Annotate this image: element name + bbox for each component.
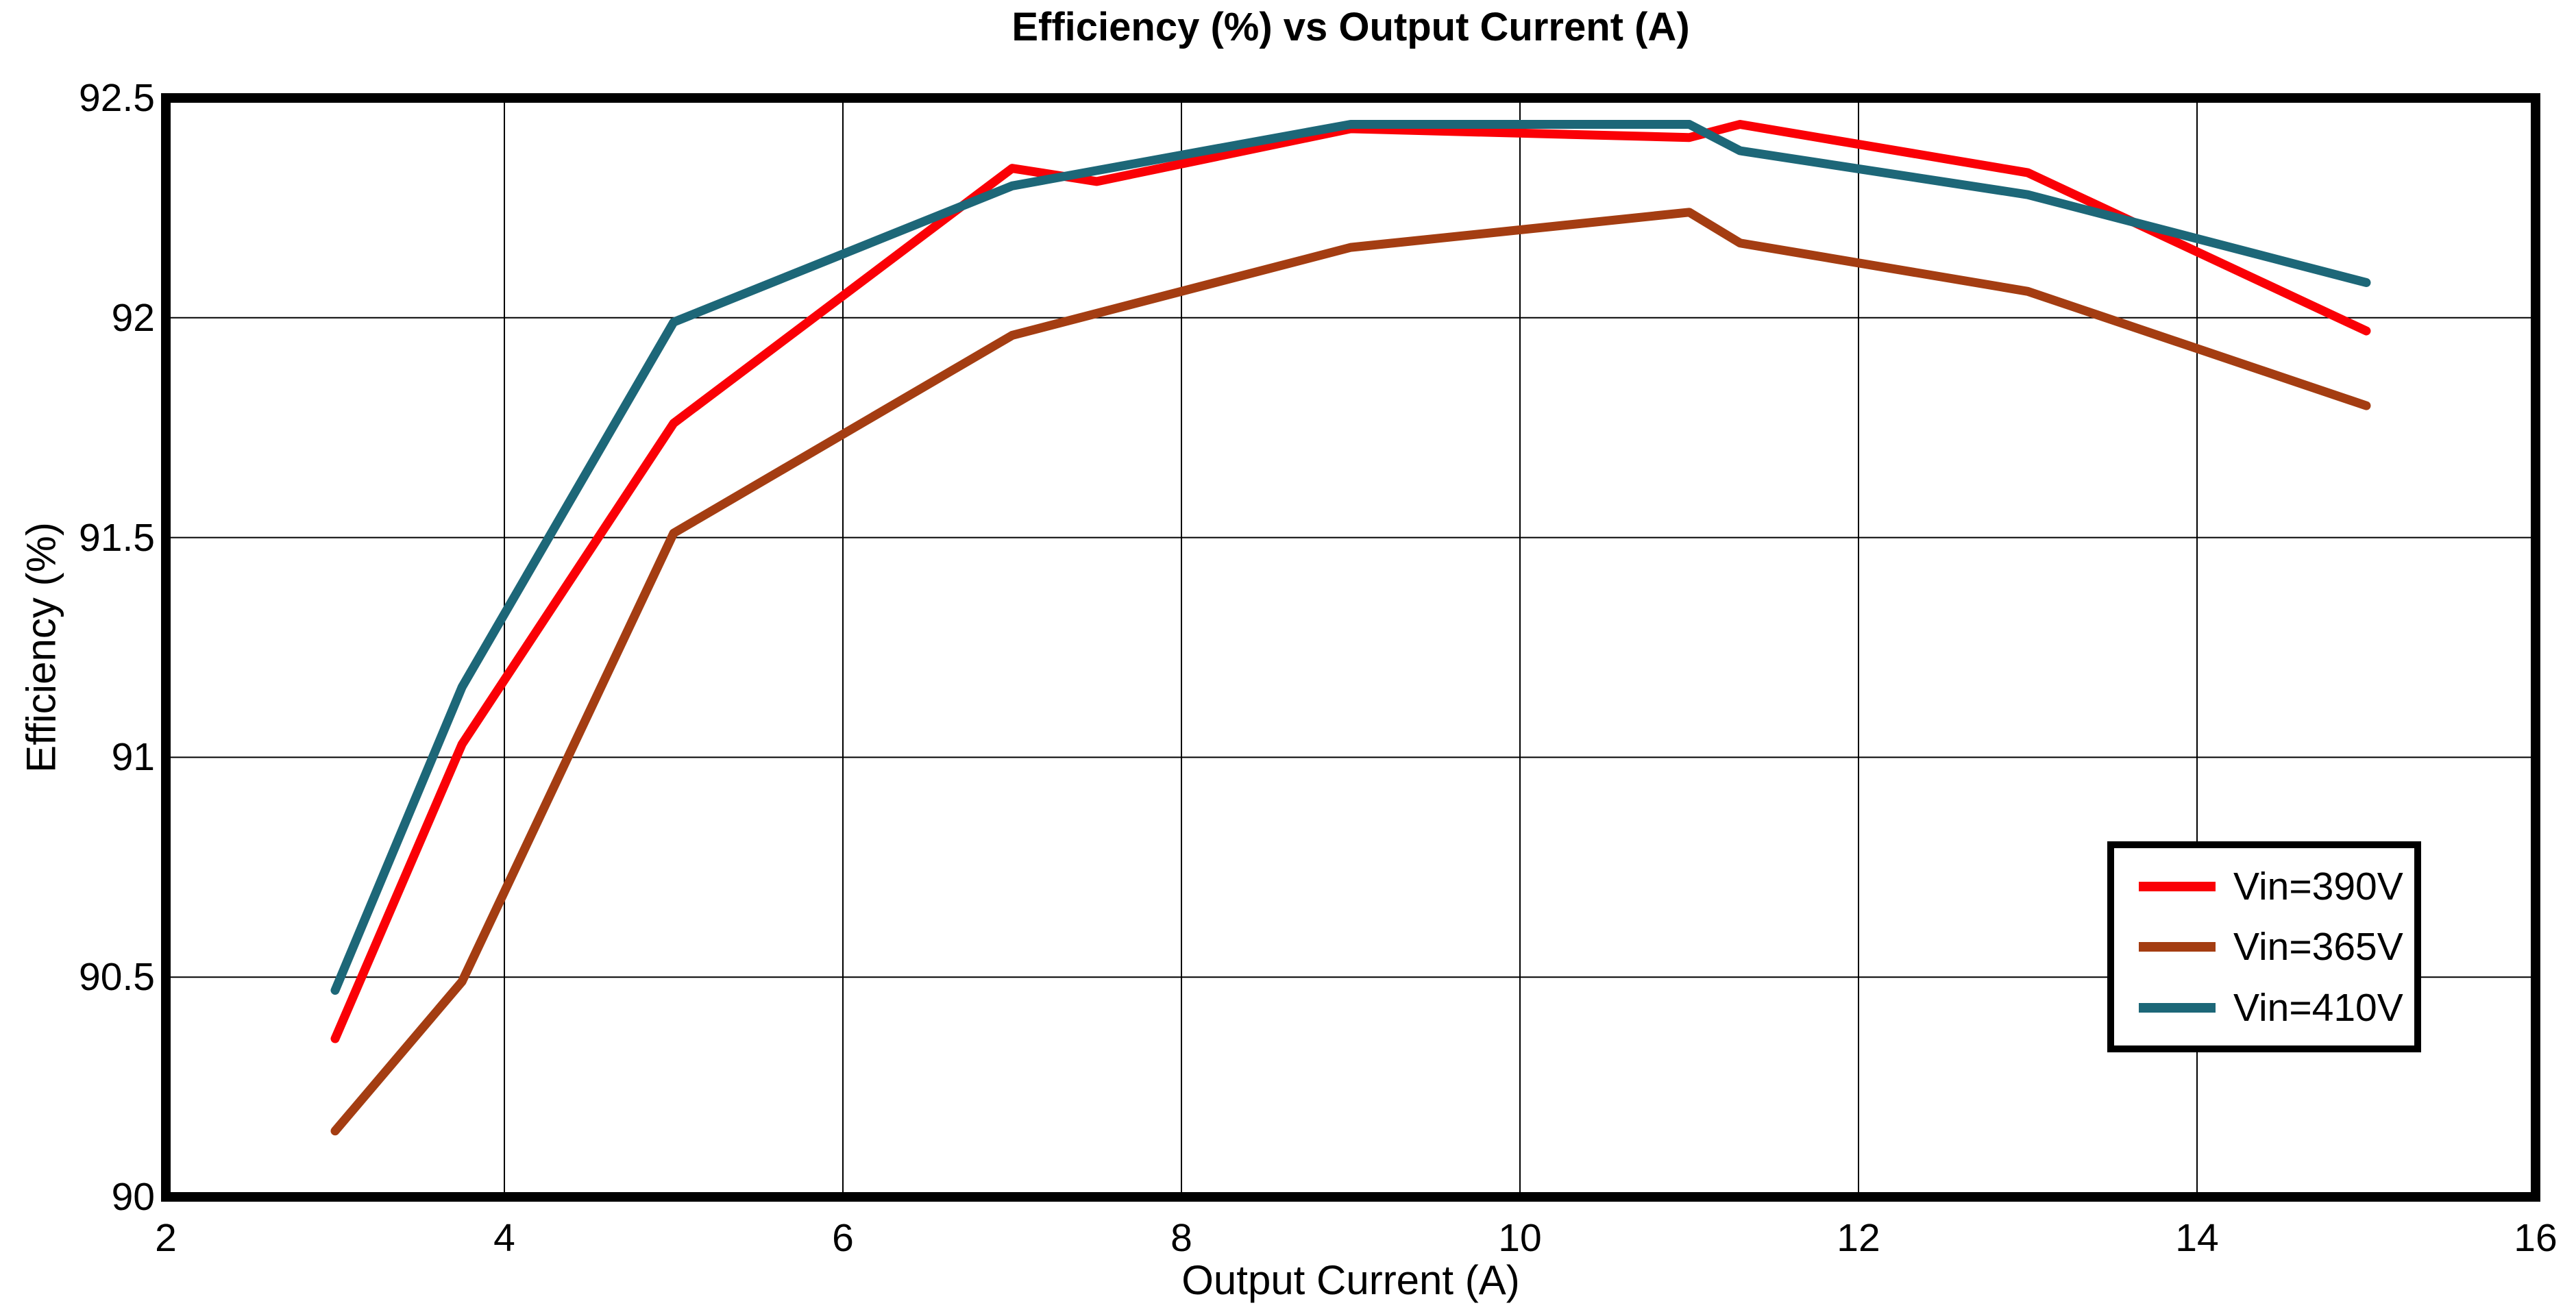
x-tick-label: 8 [1170, 1216, 1192, 1260]
legend-item: Vin=410V [2139, 985, 2414, 1030]
chart-title: Efficiency (%) vs Output Current (A) [1011, 5, 1690, 49]
x-tick-label: 12 [1837, 1216, 1880, 1260]
y-tick-label: 92.5 [79, 76, 155, 120]
series-line-Vin=390V [330, 119, 2371, 1043]
legend-item: Vin=365V [2139, 924, 2414, 969]
x-tick-label: 2 [155, 1216, 177, 1260]
legend-line-swatch [2139, 942, 2216, 952]
legend-item: Vin=390V [2139, 864, 2414, 909]
axes-frame [161, 93, 2540, 1202]
x-tick-label: 10 [1498, 1216, 1542, 1260]
series-line-Vin=365V [330, 208, 2371, 1136]
y-tick-label: 91 [111, 735, 155, 780]
legend-box: Vin=390V Vin=365V Vin=410V [2107, 841, 2421, 1052]
legend-label: Vin=365V [2233, 925, 2403, 969]
x-tick-label: 4 [493, 1216, 515, 1260]
series-lines [330, 119, 2371, 1136]
y-tick-label: 90 [111, 1175, 155, 1219]
legend-line-swatch [2139, 1002, 2216, 1013]
y-tick-label: 92 [111, 295, 155, 340]
legend-label: Vin=390V [2233, 864, 2403, 908]
x-tick-label: 6 [832, 1216, 854, 1260]
plot-frame [161, 93, 2540, 1202]
legend-line-swatch [2139, 881, 2216, 891]
series-line-Vin=410V [330, 119, 2371, 995]
x-tick-label: 16 [2514, 1216, 2557, 1260]
x-tick-label: 14 [2175, 1216, 2219, 1260]
x-axis-label: Output Current (A) [1181, 1257, 1520, 1303]
legend-label: Vin=410V [2233, 985, 2403, 1030]
y-tick-label: 90.5 [79, 955, 155, 1000]
y-tick-label: 91.5 [79, 515, 155, 560]
